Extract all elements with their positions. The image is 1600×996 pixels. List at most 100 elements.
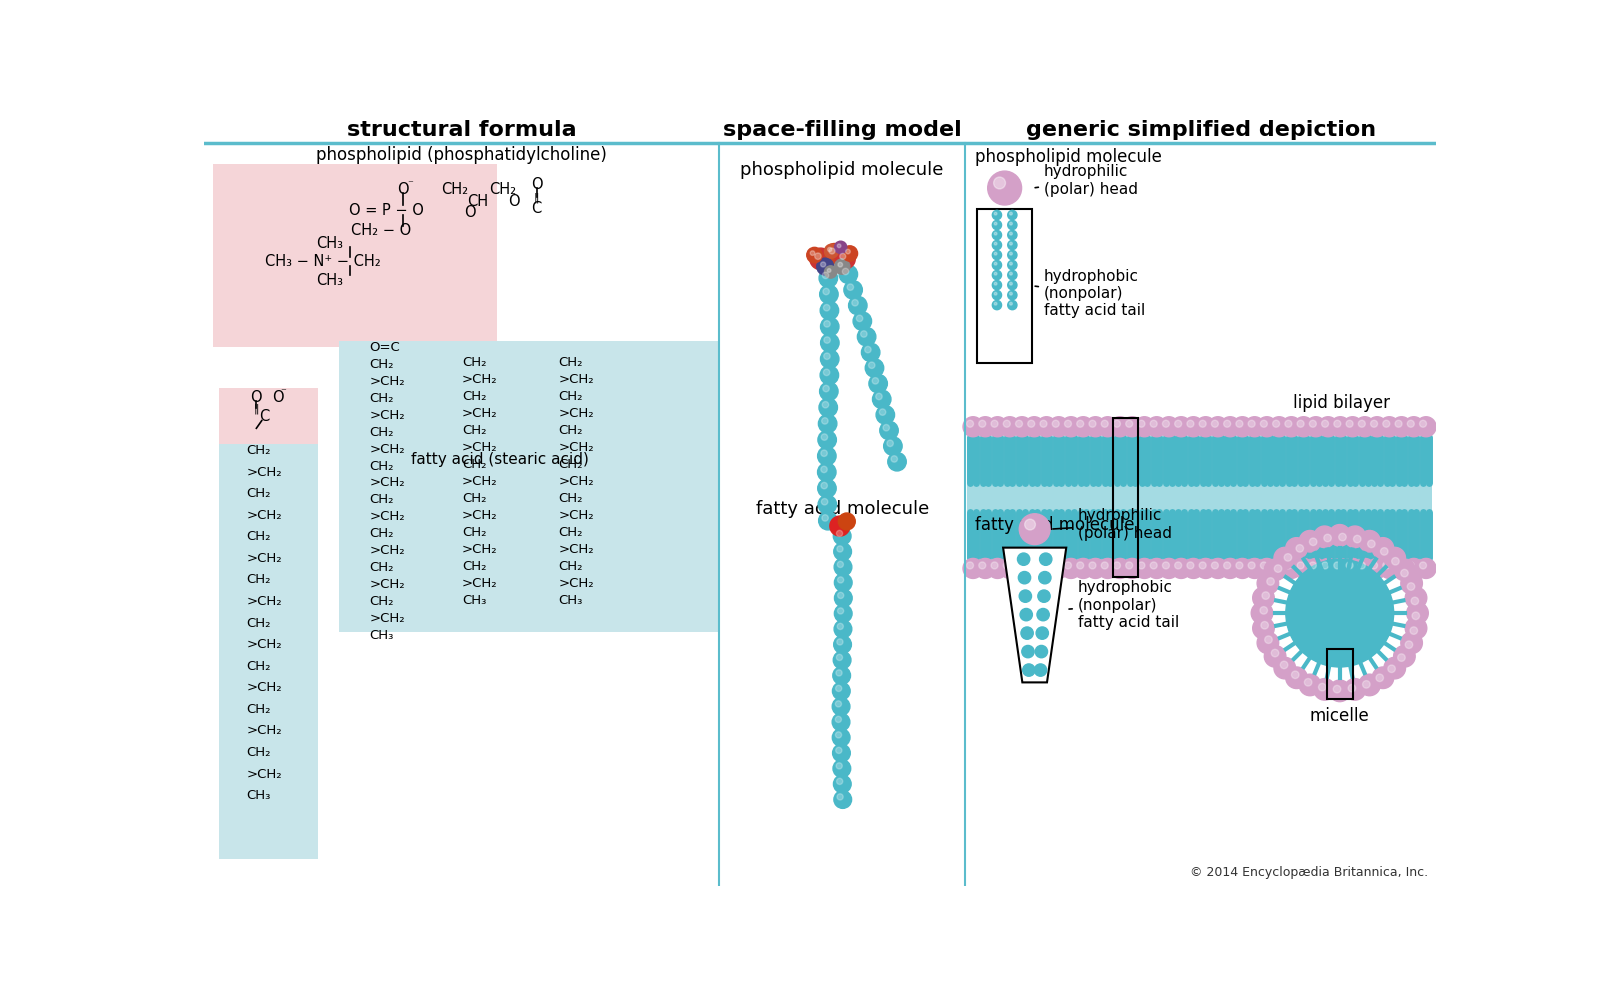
Circle shape [835,685,842,691]
Circle shape [1010,272,1013,275]
Circle shape [1016,420,1022,427]
Text: >CH₂: >CH₂ [370,544,405,557]
Circle shape [864,347,870,353]
Circle shape [994,303,997,305]
Circle shape [832,682,850,700]
Circle shape [1248,420,1254,427]
Circle shape [1037,626,1048,639]
Circle shape [963,416,982,437]
Circle shape [1291,671,1299,678]
Circle shape [1411,598,1419,605]
Circle shape [838,265,858,284]
Circle shape [1309,538,1317,546]
Circle shape [1282,416,1301,437]
Circle shape [1402,573,1422,594]
Text: CH₂: CH₂ [246,659,270,672]
Bar [219,388,318,446]
Circle shape [1379,416,1400,437]
Circle shape [1034,664,1046,676]
Circle shape [1184,416,1203,437]
Circle shape [1053,562,1059,569]
Circle shape [1008,230,1018,240]
Circle shape [840,253,846,259]
Circle shape [1150,420,1157,427]
Circle shape [837,778,843,785]
Circle shape [1195,559,1216,579]
Circle shape [1403,559,1424,579]
Circle shape [1382,562,1390,569]
Text: CH₂: CH₂ [462,492,486,505]
Text: O=C: O=C [370,341,400,354]
Circle shape [994,242,997,245]
Text: CH₃: CH₃ [558,594,582,607]
Text: >CH₂: >CH₂ [370,408,405,421]
Circle shape [856,315,862,322]
Circle shape [1304,678,1312,686]
Circle shape [1248,562,1254,569]
Circle shape [821,366,838,384]
Text: >CH₂: >CH₂ [246,768,282,781]
Text: lipid bilayer: lipid bilayer [1293,393,1390,412]
Circle shape [1314,526,1336,548]
Circle shape [1147,559,1166,579]
Circle shape [1368,540,1374,548]
Circle shape [1221,559,1240,579]
Text: generic simplified depiction: generic simplified depiction [1026,121,1376,140]
Circle shape [824,337,830,344]
Circle shape [830,516,850,536]
Circle shape [1011,416,1032,437]
Circle shape [822,385,829,391]
Circle shape [1416,559,1437,579]
Circle shape [1408,420,1414,427]
Circle shape [1037,609,1050,621]
Circle shape [821,434,827,440]
Text: CH₂: CH₂ [558,526,582,539]
Circle shape [1010,222,1013,225]
Circle shape [1038,572,1051,584]
Circle shape [835,732,842,738]
Circle shape [1261,562,1267,569]
Circle shape [994,262,997,265]
Circle shape [1061,416,1082,437]
Text: CH₂: CH₂ [558,390,582,403]
Circle shape [1309,562,1317,569]
Bar [978,209,1032,363]
Circle shape [1021,626,1034,639]
Text: O: O [251,390,262,405]
Circle shape [1339,533,1346,541]
Circle shape [835,249,856,269]
Circle shape [837,654,843,660]
Circle shape [846,249,850,254]
Circle shape [1262,592,1269,600]
Circle shape [1264,559,1286,581]
Circle shape [810,251,814,255]
Circle shape [1003,562,1010,569]
Circle shape [824,353,830,360]
Bar [1328,648,1354,698]
Circle shape [992,230,1002,240]
Circle shape [1258,416,1277,437]
Circle shape [1101,420,1109,427]
Circle shape [1333,685,1341,693]
Circle shape [819,269,837,288]
Text: CH₂: CH₂ [462,458,486,471]
Circle shape [1232,559,1253,579]
Circle shape [1114,562,1120,569]
Text: CH₂: CH₂ [370,391,394,404]
Text: ⁻: ⁻ [280,387,286,397]
Polygon shape [1003,548,1066,682]
Text: >CH₂: >CH₂ [370,442,405,455]
Circle shape [1285,420,1291,427]
Circle shape [1024,559,1045,579]
Circle shape [1163,562,1170,569]
Circle shape [819,285,838,304]
Circle shape [834,543,851,561]
Text: hydrophobic
(nonpolar)
fatty acid tail: hydrophobic (nonpolar) fatty acid tail [1069,581,1179,630]
Circle shape [821,318,838,336]
Circle shape [966,562,973,569]
Circle shape [990,420,998,427]
Circle shape [1381,548,1389,555]
Circle shape [1038,590,1050,603]
Circle shape [1306,416,1326,437]
Text: >CH₂: >CH₂ [558,441,594,454]
